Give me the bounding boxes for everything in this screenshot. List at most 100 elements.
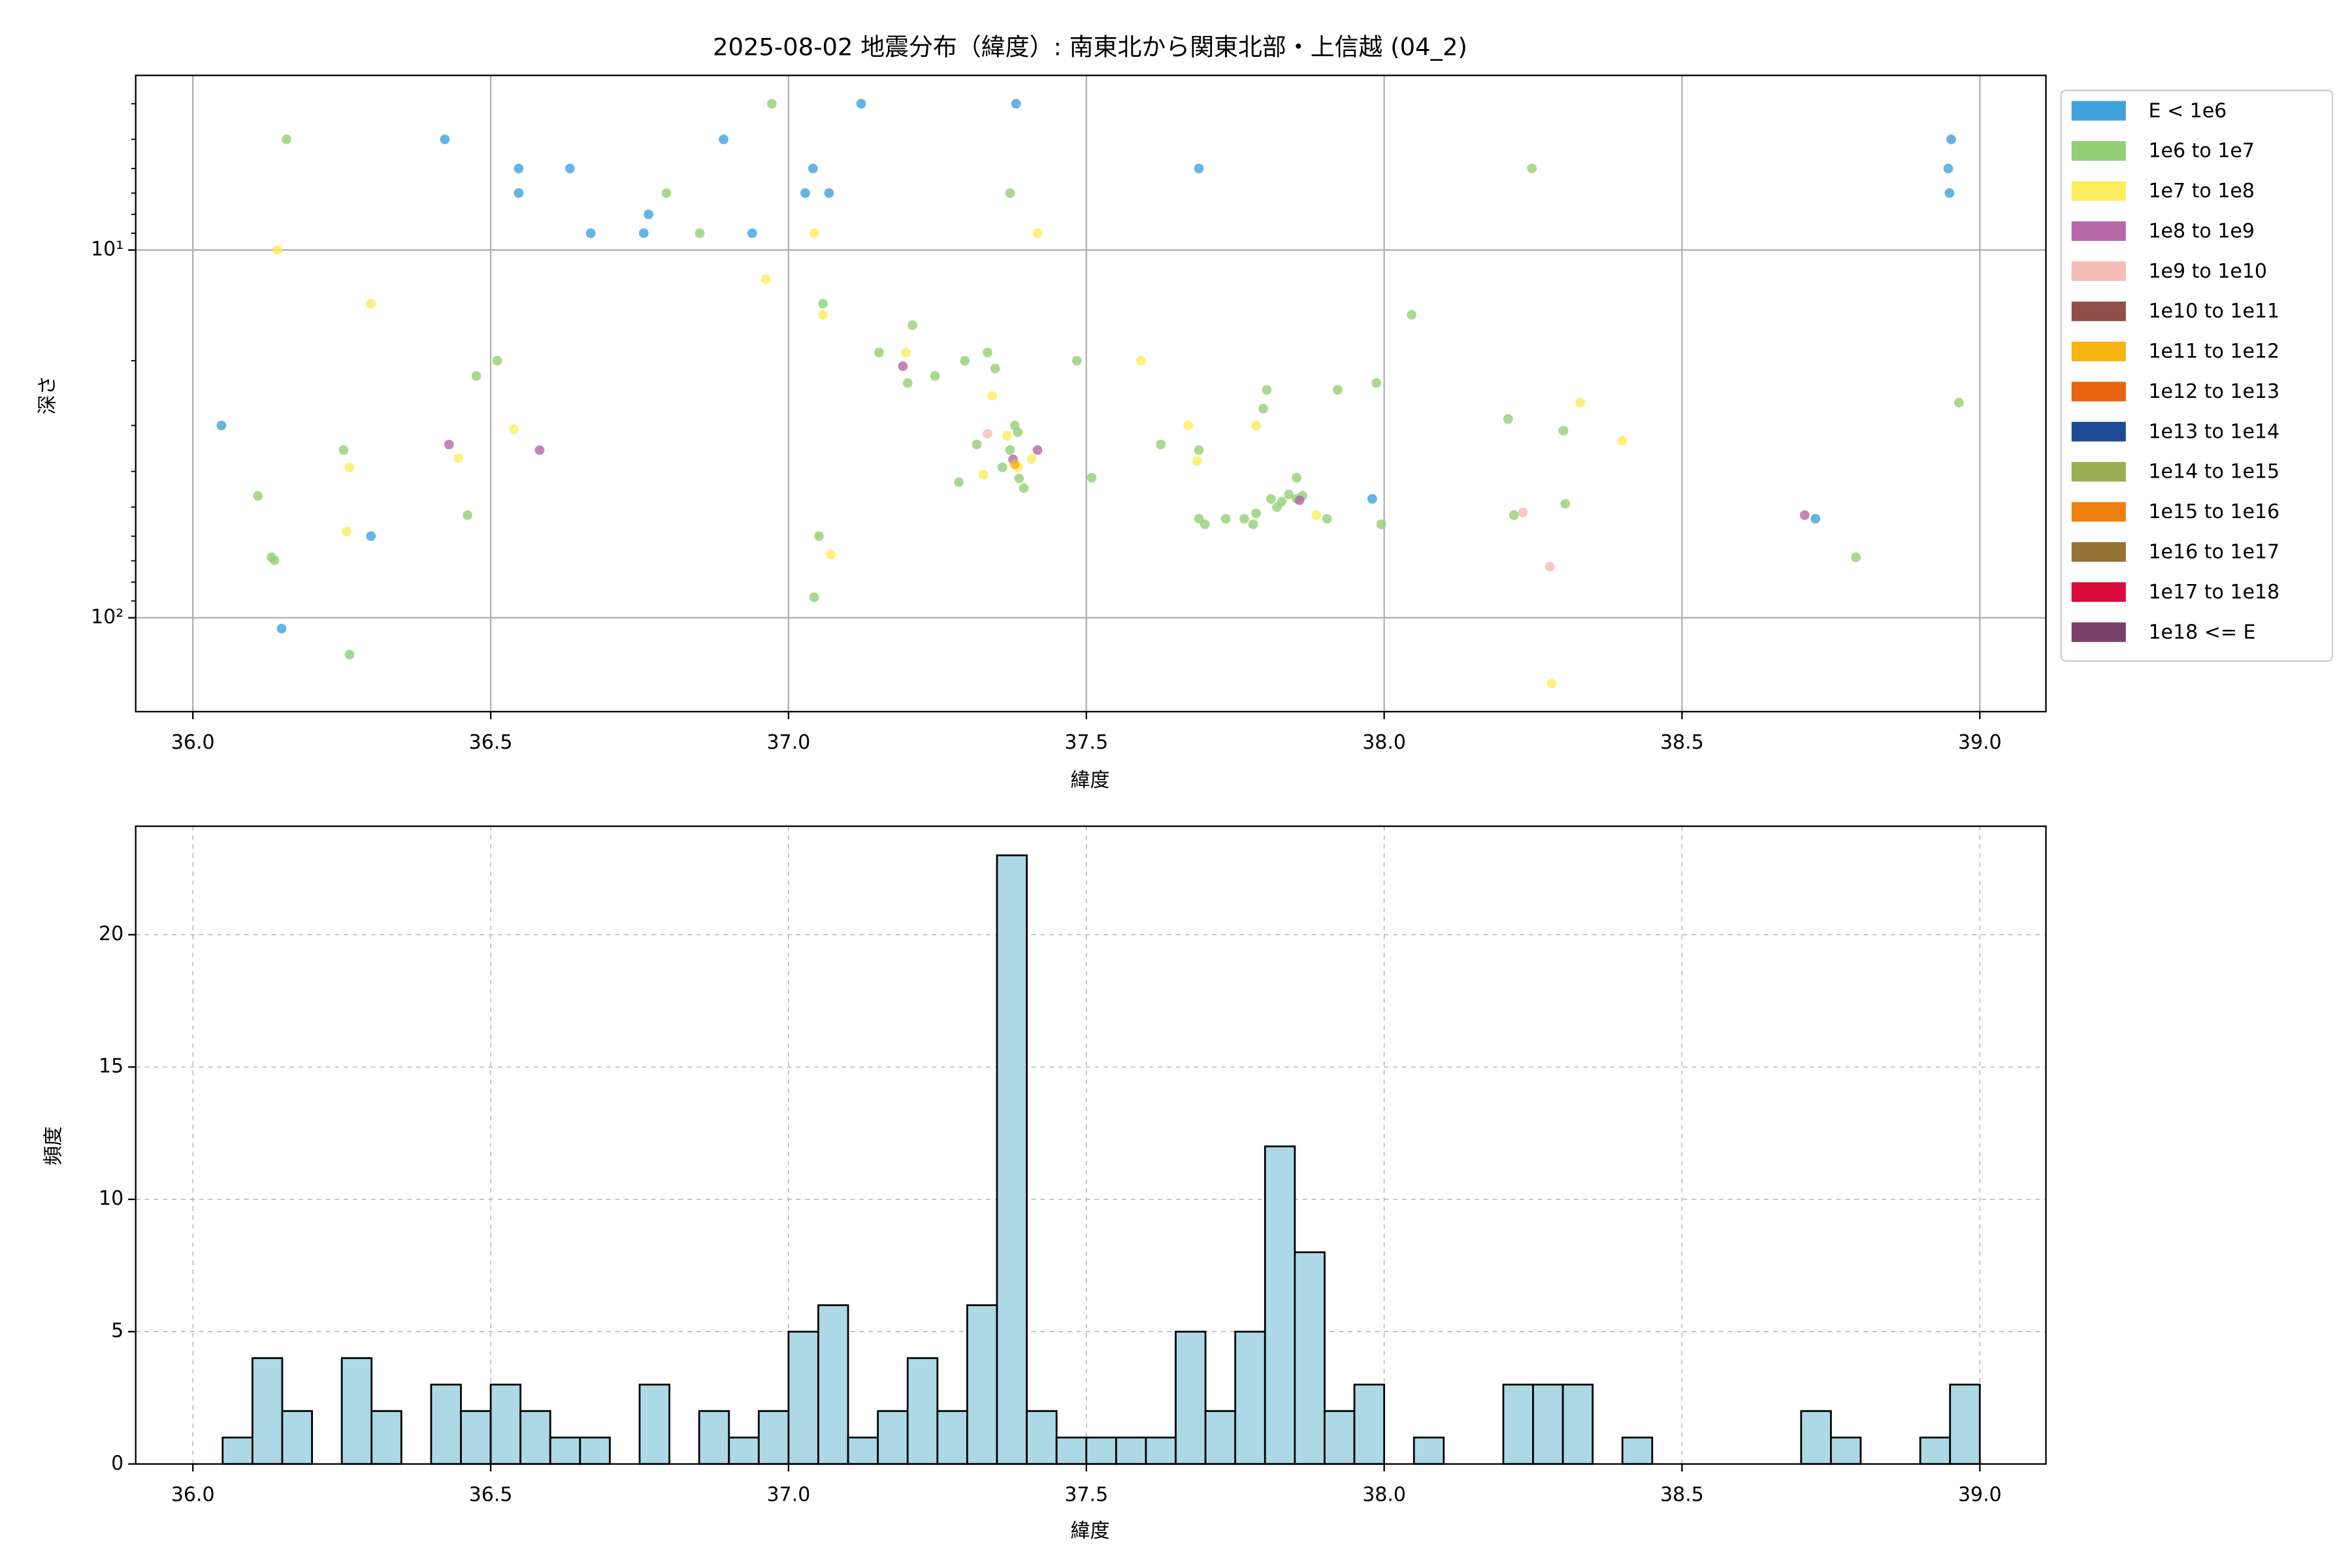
scatter-point: [1333, 385, 1343, 395]
scatter-point: [1032, 228, 1043, 238]
scatter-point: [344, 649, 355, 660]
histogram-bar: [877, 1410, 909, 1465]
scatter-point: [1220, 514, 1231, 524]
histogram-bar: [817, 1304, 849, 1465]
scatter-point: [342, 527, 351, 537]
scatter-point: [954, 477, 964, 487]
x-tick-label: 37.0: [767, 1484, 811, 1507]
legend-label: 1e13 to 1e14: [2148, 420, 2279, 443]
histogram-bar: [1234, 1330, 1266, 1465]
scatter-point: [809, 228, 819, 238]
histogram-bar: [1085, 1436, 1117, 1465]
scatter-point: [808, 163, 818, 174]
histogram-bar: [936, 1410, 968, 1465]
scatter-point: [1575, 397, 1585, 408]
scatter-point: [638, 228, 649, 238]
scatter-point: [1407, 310, 1416, 320]
histogram-bar: [1830, 1436, 1862, 1465]
scatter-point: [1019, 483, 1029, 493]
legend-swatch: [2071, 502, 2126, 522]
histogram-bar: [698, 1410, 730, 1465]
scatter-point: [1005, 445, 1015, 455]
histogram-bar: [1413, 1436, 1445, 1465]
scatter-point: [1200, 519, 1210, 529]
legend-label: 1e12 to 1e13: [2148, 380, 2279, 403]
scatter-point: [453, 453, 464, 463]
legend-label: 1e9 to 1e10: [2148, 260, 2267, 283]
legend-swatch: [2071, 301, 2126, 321]
histogram-bar: [1353, 1383, 1386, 1465]
histogram-bar: [787, 1330, 819, 1465]
scatter-point: [694, 228, 705, 238]
scatter-point: [644, 209, 654, 220]
scatter-point: [281, 134, 291, 144]
scatter-point: [1376, 519, 1386, 529]
histogram-bar: [1949, 1383, 1981, 1465]
histogram-bar: [370, 1410, 402, 1465]
histogram-bar: [460, 1410, 492, 1465]
histogram-bar: [1532, 1383, 1564, 1465]
y-axis-label: 頻度: [42, 1126, 65, 1166]
scatter-point: [978, 470, 988, 480]
scatter-point: [1527, 163, 1537, 174]
scatter-point: [856, 99, 866, 109]
x-tick-label: 38.0: [1362, 731, 1406, 754]
histogram-bar: [728, 1436, 760, 1465]
histogram-bar: [638, 1383, 670, 1465]
legend: E < 1e6 1e6 to 1e7 1e7 to 1e8 1e8 to 1e9 1e9…: [2060, 90, 2334, 662]
x-tick-label: 37.0: [767, 731, 811, 754]
histogram-bar: [996, 854, 1028, 1465]
scatter-point: [366, 299, 376, 309]
scatter-point: [1005, 188, 1015, 198]
histogram-bar: [757, 1410, 790, 1465]
scatter-point: [1851, 552, 1861, 563]
scatter-point: [1194, 445, 1204, 455]
legend-label: 1e10 to 1e11: [2148, 300, 2279, 323]
scatter-point: [269, 555, 280, 566]
histogram-bar: [1324, 1410, 1356, 1465]
scatter-point: [1239, 514, 1249, 524]
x-tick-label: 38.5: [1660, 731, 1704, 754]
histogram-bar: [1294, 1251, 1326, 1465]
scatter-point: [1032, 445, 1043, 455]
scatter-point: [1558, 425, 1569, 436]
histogram-bar: [906, 1357, 939, 1465]
y-tick-label: 10¹: [91, 238, 123, 261]
legend-swatch: [2071, 622, 2126, 642]
scatter-point: [760, 274, 771, 284]
scatter-point: [1266, 494, 1276, 504]
scatter-point: [898, 361, 908, 371]
scatter-point: [1371, 378, 1382, 388]
legend-label: 1e16 to 1e17: [2148, 541, 2279, 564]
histogram-bar: [1204, 1410, 1237, 1465]
scatter-point: [930, 371, 940, 381]
scatter-point: [814, 531, 824, 542]
scatter-point: [983, 348, 992, 357]
scatter-point: [338, 445, 349, 455]
scatter-point: [492, 355, 502, 366]
y-axis-label: 深さ: [36, 376, 59, 415]
x-tick-label: 39.0: [1958, 1484, 2002, 1507]
scatter-point: [1014, 473, 1024, 483]
scatter-point: [1946, 134, 1956, 144]
legend-box: [2060, 90, 2334, 662]
scatter-point: [440, 134, 450, 144]
histogram-bar: [1919, 1436, 1952, 1465]
scatter-point: [1071, 355, 1082, 366]
scatter-point: [1944, 188, 1955, 198]
legend-swatch: [2071, 542, 2126, 562]
scatter-point: [1009, 420, 1020, 431]
scatter-point: [1322, 514, 1332, 524]
plot-frame: [135, 74, 2047, 713]
scatter-point: [1544, 561, 1555, 572]
x-axis-label: 緯度: [1070, 769, 1109, 792]
histogram-bar: [340, 1357, 373, 1465]
scatter-point: [1503, 414, 1513, 424]
scatter-point: [509, 424, 519, 434]
legend-swatch: [2071, 221, 2126, 241]
legend-label: 1e14 to 1e15: [2148, 461, 2279, 483]
histogram-bar: [519, 1410, 551, 1465]
scatter-point: [1011, 99, 1021, 109]
scatter-point: [471, 371, 482, 381]
scatter-point: [902, 378, 913, 388]
